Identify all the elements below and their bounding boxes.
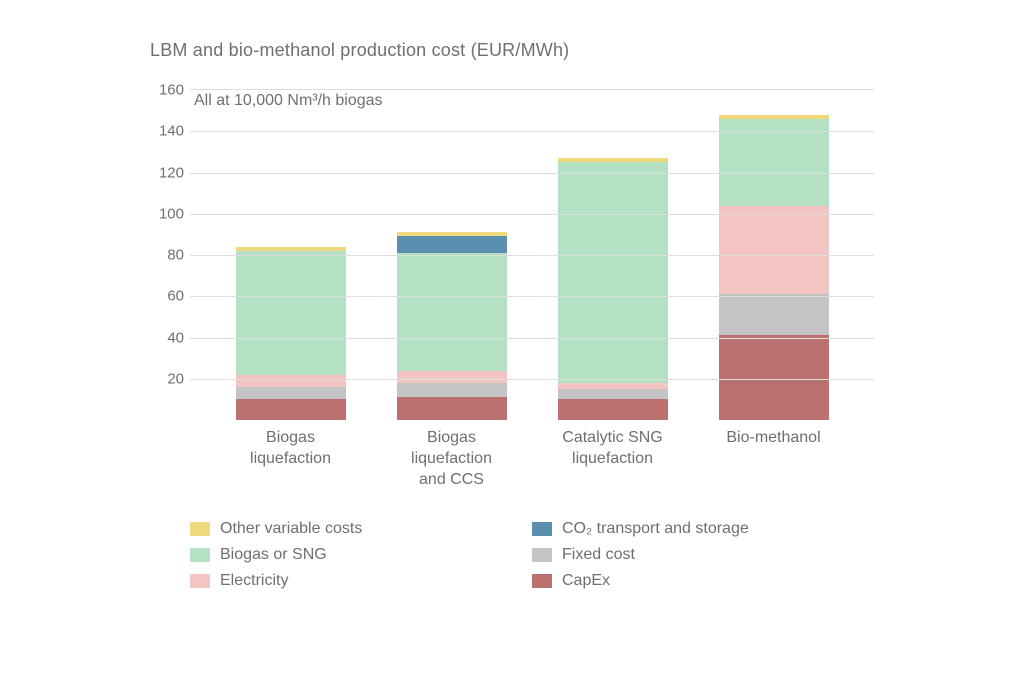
bar-segment-capex: [558, 399, 668, 420]
bar-segment-capex: [397, 397, 507, 420]
bar-segment-biogas: [397, 253, 507, 371]
bar: [397, 232, 507, 420]
bar-segment-elec: [719, 206, 829, 295]
grid-line: [190, 255, 874, 256]
legend-label: Fixed cost: [562, 546, 635, 564]
bar-segment-elec: [236, 375, 346, 387]
legend-label: Biogas or SNG: [220, 546, 327, 564]
legend-swatch: [532, 548, 552, 562]
bar-segment-biogas: [236, 251, 346, 375]
x-tick-label: Bio-methanol: [719, 428, 829, 490]
x-tick-label: Biogas liquefaction and CCS: [397, 428, 507, 490]
legend-item-capex: CapEx: [532, 572, 874, 590]
bar-segment-co2: [397, 236, 507, 253]
production-cost-chart: LBM and bio-methanol production cost (EU…: [150, 40, 874, 598]
bar: [236, 247, 346, 420]
legend-swatch: [532, 574, 552, 588]
legend-item-elec: Electricity: [190, 572, 532, 590]
grid-line: [190, 379, 874, 380]
grid-line: [190, 173, 874, 174]
x-tick-label: Catalytic SNG lique­faction: [558, 428, 668, 490]
legend-swatch: [532, 522, 552, 536]
chart-title: LBM and bio-methanol production cost (EU…: [150, 40, 874, 61]
legend-label: CO₂ transport and storage: [562, 520, 749, 538]
legend-item-biogas: Biogas or SNG: [190, 546, 532, 564]
y-tick-label: 120: [150, 164, 184, 181]
legend-label: Electricity: [220, 572, 288, 590]
legend-swatch: [190, 522, 210, 536]
grid-line: [190, 338, 874, 339]
bar-segment-fixed: [236, 387, 346, 399]
grid-line: [190, 296, 874, 297]
bar: [558, 158, 668, 420]
legend-item-other: Other variable costs: [190, 520, 532, 538]
bar-segment-biogas: [558, 162, 668, 383]
legend-column: Other variable costs Biogas or SNG Electri…: [190, 520, 532, 598]
grid-line: [190, 214, 874, 215]
bar-segment-fixed: [719, 294, 829, 335]
y-tick-label: 40: [150, 329, 184, 346]
y-tick-label: 140: [150, 123, 184, 140]
legend: Other variable costs Biogas or SNG Electri…: [190, 520, 874, 598]
legend-column: CO₂ transport and storage Fixed cost CapEx: [532, 520, 874, 598]
y-tick-label: 80: [150, 247, 184, 264]
bar-segment-elec: [397, 371, 507, 383]
bar-segment-fixed: [558, 389, 668, 399]
x-tick-label: Biogas liquefaction: [236, 428, 346, 490]
grid-line: [190, 131, 874, 132]
y-tick-label: 60: [150, 288, 184, 305]
bar: [719, 115, 829, 420]
bar-segment-capex: [719, 335, 829, 420]
legend-swatch: [190, 574, 210, 588]
legend-item-co2: CO₂ transport and storage: [532, 520, 874, 538]
bar-segment-capex: [236, 399, 346, 420]
y-tick-label: 160: [150, 82, 184, 99]
x-axis-labels: Biogas liquefaction Biogas liquefaction a…: [190, 420, 874, 490]
legend-label: CapEx: [562, 572, 610, 590]
y-tick-label: 100: [150, 205, 184, 222]
legend-label: Other variable costs: [220, 520, 362, 538]
legend-item-fixed: Fixed cost: [532, 546, 874, 564]
legend-swatch: [190, 548, 210, 562]
bar-segment-fixed: [397, 383, 507, 397]
plot-area: All at 10,000 Nm³/h biogas 2040608010012…: [190, 89, 874, 420]
y-tick-label: 20: [150, 370, 184, 387]
